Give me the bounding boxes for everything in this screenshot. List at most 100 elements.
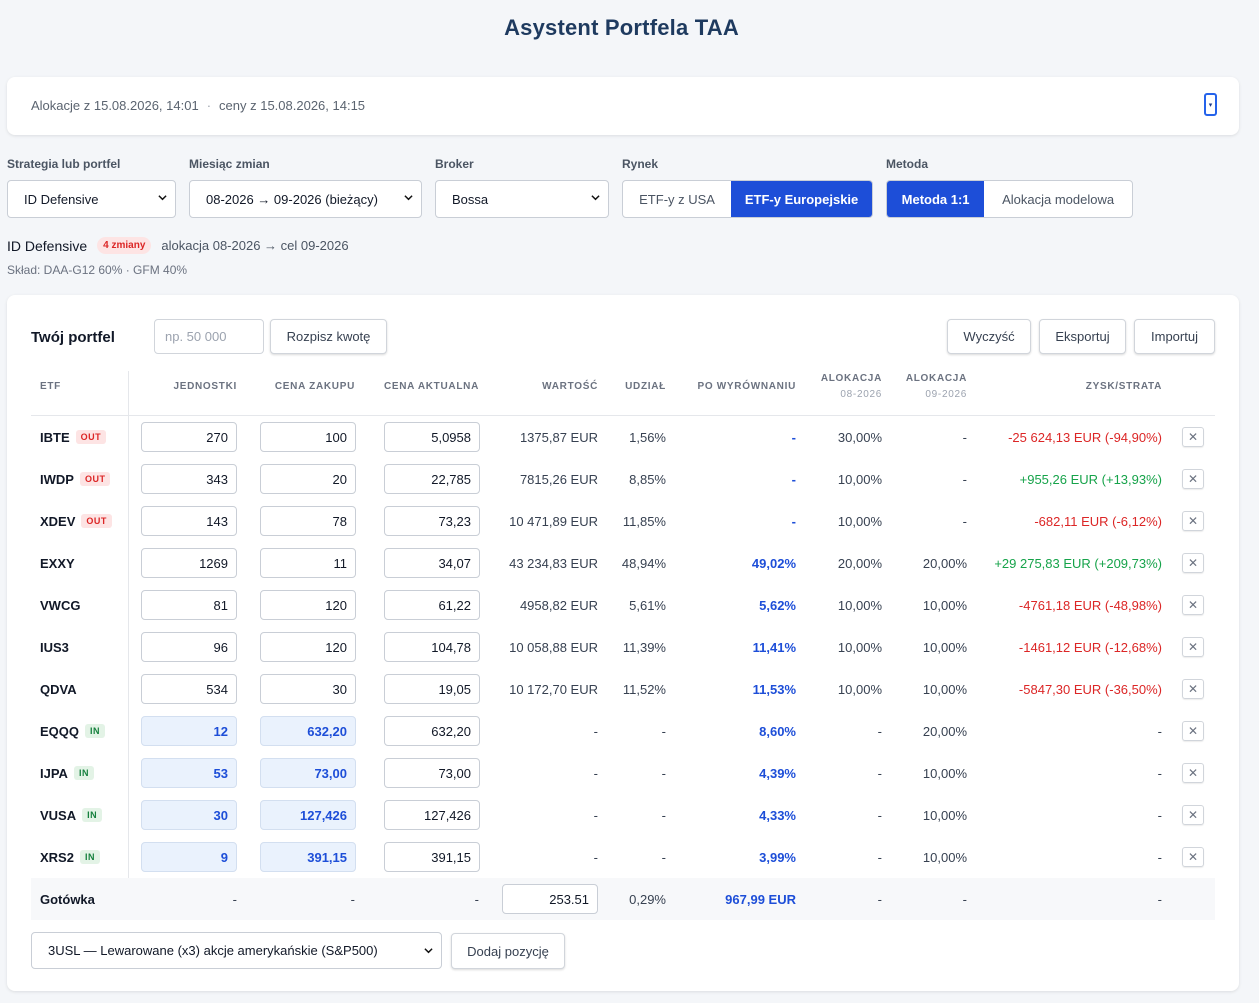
close-icon[interactable]: ✕ — [1182, 595, 1204, 615]
close-icon[interactable]: ✕ — [1182, 637, 1204, 657]
etf-cell: XRS2 IN — [40, 836, 100, 878]
export-button[interactable]: Eksportuj — [1039, 319, 1126, 354]
col-alloc-target: ALOKACJA 09-2026 — [906, 371, 967, 403]
amount-input[interactable]: np. 50 000 — [154, 319, 264, 354]
cash-price: - — [474, 891, 479, 907]
table-row: XDEV OUT 143 78 73,23 10 471,89 EUR 11,85% - 10,… — [31, 500, 1215, 542]
cash-value-input[interactable]: 253.51 — [502, 884, 598, 914]
etf-cell: EXXY — [40, 542, 75, 584]
chevron-down-icon — [591, 195, 600, 201]
rebalanced-cell: 11,53% — [752, 681, 796, 697]
close-icon[interactable]: ✕ — [1182, 469, 1204, 489]
close-icon[interactable]: ✕ — [1182, 553, 1204, 573]
close-icon[interactable]: ✕ — [1182, 847, 1204, 867]
current-price-input[interactable]: 104,78 — [384, 632, 480, 662]
col-alloc-current-month: 08-2026 — [840, 389, 882, 400]
units-input[interactable]: 30 — [141, 800, 237, 830]
method-option-1to1[interactable]: Metoda 1:1 — [887, 181, 985, 217]
cash-row: Gotówka - - - 253.51 0,29% 967,99 EUR - - - — [31, 878, 1215, 920]
method-option-model[interactable]: Alokacja modelowa — [1002, 191, 1115, 207]
current-price-input[interactable]: 73,00 — [384, 758, 480, 788]
units-input[interactable]: 53 — [141, 758, 237, 788]
broker-select[interactable]: Bossa — [435, 180, 609, 218]
table-body: IBTE OUT 270 100 5,0958 1375,87 EUR 1,56% - 30,0… — [31, 416, 1215, 920]
col-units: JEDNOSTKI — [173, 381, 237, 392]
value-cell: 43 234,83 EUR — [509, 555, 598, 571]
buy-price-input[interactable]: 120 — [260, 632, 356, 662]
share-cell: 48,94% — [621, 555, 666, 571]
share-cell: 11,39% — [622, 639, 666, 655]
etf-cell: XDEV OUT — [40, 500, 112, 542]
expand-icon[interactable]: ▾ — [1204, 93, 1217, 116]
alloc-target-cell: 10,00% — [922, 807, 967, 823]
timestamps: Alokacje z 15.08.2026, 14:01 · ceny z 15.0… — [31, 98, 365, 113]
current-price-input[interactable]: 73,23 — [384, 506, 480, 536]
close-icon[interactable]: ✕ — [1182, 679, 1204, 699]
import-button[interactable]: Importuj — [1134, 319, 1215, 354]
units-input[interactable]: 81 — [141, 590, 237, 620]
value-cell: 4958,82 EUR — [519, 597, 598, 613]
split-amount-button[interactable]: Rozpisz kwotę — [270, 319, 387, 354]
close-icon[interactable]: ✕ — [1182, 805, 1204, 825]
alloc-target-cell: 20,00% — [922, 555, 967, 571]
cash-share: 0,29% — [629, 891, 666, 907]
add-position-select[interactable]: 3USL — Lewarowane (x3) akcje amerykański… — [31, 932, 442, 969]
pnl-cell: - — [1157, 807, 1162, 823]
chevron-down-icon — [424, 948, 433, 954]
units-input[interactable]: 270 — [141, 422, 237, 452]
alloc-current-cell: - — [877, 849, 882, 865]
buy-price-input[interactable]: 120 — [260, 590, 356, 620]
buy-price-input[interactable]: 100 — [260, 422, 356, 452]
value-cell: - — [593, 849, 598, 865]
current-price-input[interactable]: 22,785 — [384, 464, 480, 494]
etf-ticker: IUS3 — [40, 639, 69, 655]
broker-label: Broker — [435, 157, 474, 171]
buy-price-input[interactable]: 127,426 — [260, 800, 356, 830]
current-price-input[interactable]: 5,0958 — [384, 422, 480, 452]
market-option-europe[interactable]: ETF-y Europejskie — [731, 181, 872, 217]
buy-price-input[interactable]: 78 — [260, 506, 356, 536]
close-icon[interactable]: ✕ — [1182, 511, 1204, 531]
current-price-input[interactable]: 61,22 — [384, 590, 480, 620]
close-icon[interactable]: ✕ — [1182, 721, 1204, 741]
current-price-input[interactable]: 391,15 — [384, 842, 480, 872]
alloc-target-cell: 10,00% — [922, 597, 967, 613]
etf-cell: IWDP OUT — [40, 458, 111, 500]
table-header: ETF JEDNOSTKI CENA ZAKUPU CENA AKTUALNA … — [31, 371, 1215, 416]
current-price-input[interactable]: 19,05 — [384, 674, 480, 704]
buy-price-input[interactable]: 73,00 — [260, 758, 356, 788]
col-etf: ETF — [40, 381, 61, 392]
month-select[interactable]: 08-2026 → 09-2026 (bieżący) — [189, 180, 422, 218]
buy-price-input[interactable]: 20 — [260, 464, 356, 494]
value-cell: 10 058,88 EUR — [509, 639, 598, 655]
market-option-usa[interactable]: ETF-y z USA — [639, 191, 715, 207]
col-alloc-target-month: 09-2026 — [925, 389, 967, 400]
share-cell: - — [661, 807, 666, 823]
close-icon[interactable]: ✕ — [1182, 427, 1204, 447]
units-input[interactable]: 12 — [141, 716, 237, 746]
buy-price-input[interactable]: 11 — [260, 548, 356, 578]
clear-button[interactable]: Wyczyść — [947, 319, 1031, 354]
units-input[interactable]: 9 — [141, 842, 237, 872]
current-price-input[interactable]: 632,20 — [384, 716, 480, 746]
buy-price-input[interactable]: 30 — [260, 674, 356, 704]
add-position-button[interactable]: Dodaj pozycję — [451, 933, 565, 969]
current-price-input[interactable]: 127,426 — [384, 800, 480, 830]
current-price-input[interactable]: 34,07 — [384, 548, 480, 578]
strategy-select[interactable]: ID Defensive — [7, 180, 176, 218]
cash-buy: - — [350, 891, 355, 907]
pnl-cell: - — [1157, 849, 1162, 865]
rebalanced-cell: - — [791, 429, 796, 445]
units-input[interactable]: 143 — [141, 506, 237, 536]
etf-cell: VWCG — [40, 584, 80, 626]
col-current-price: CENA AKTUALNA — [383, 381, 479, 392]
units-input[interactable]: 96 — [141, 632, 237, 662]
buy-price-input[interactable]: 632,20 — [260, 716, 356, 746]
units-input[interactable]: 534 — [141, 674, 237, 704]
alloc-target-cell: 10,00% — [922, 765, 967, 781]
units-input[interactable]: 343 — [141, 464, 237, 494]
close-icon[interactable]: ✕ — [1182, 763, 1204, 783]
etf-ticker: IWDP — [40, 471, 74, 487]
units-input[interactable]: 1269 — [141, 548, 237, 578]
buy-price-input[interactable]: 391,15 — [260, 842, 356, 872]
